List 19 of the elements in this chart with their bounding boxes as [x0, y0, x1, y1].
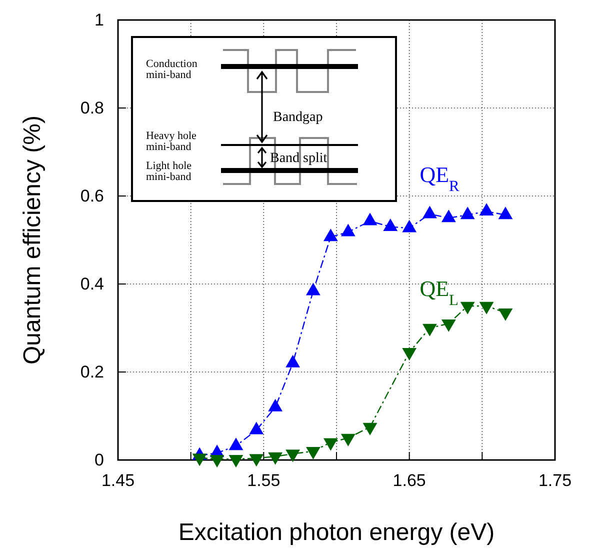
annotation: Heavy hole mini-band: [146, 130, 197, 153]
x-tick-label: 1.55: [247, 471, 280, 490]
x-tick-label: 1.75: [538, 471, 572, 490]
y-tick-label: 0.4: [80, 274, 104, 294]
y-tick-label: 0: [94, 450, 104, 470]
series-label: QE$_{R}$: [420, 162, 460, 195]
y-tick-label: 1: [94, 10, 104, 30]
x-tick-label: 1.65: [392, 471, 426, 490]
x-axis-title: Excitation photon energy (eV): [178, 519, 495, 546]
annotation: Bandgap: [273, 110, 323, 125]
annotation: Conduction mini-band: [146, 58, 198, 81]
annotation: Band split: [270, 151, 328, 166]
y-tick-label: 0.6: [80, 186, 104, 206]
y-axis-title: Quantum efficiency (%): [19, 116, 46, 364]
series-label: QE$_{L}$: [420, 276, 458, 308]
y-tick-label: 0.8: [80, 98, 104, 118]
y-tick-label: 0.2: [80, 362, 104, 382]
annotation: Light hole mini-band: [146, 160, 192, 183]
x-tick-label: 1.45: [101, 471, 135, 490]
